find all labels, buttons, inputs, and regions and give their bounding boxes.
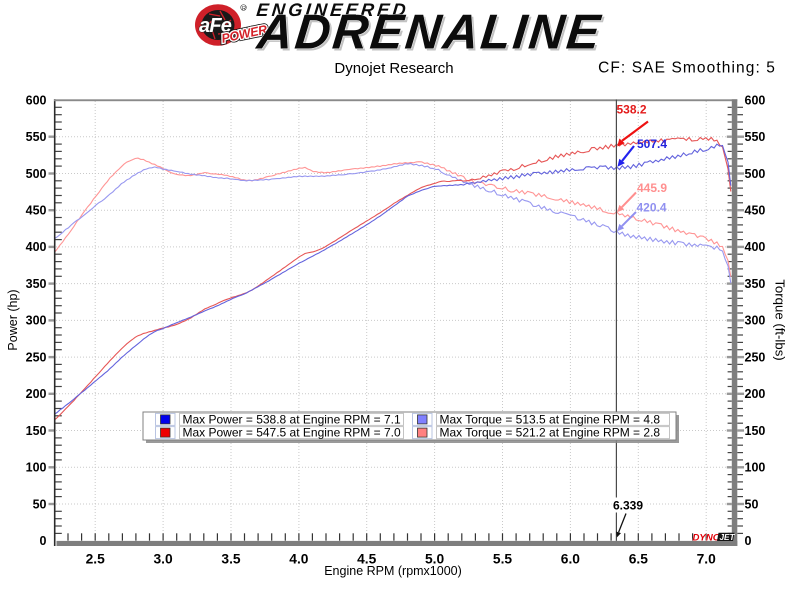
svg-text:300: 300 xyxy=(26,314,47,328)
svg-text:100: 100 xyxy=(26,461,47,475)
svg-text:Max Power = 538.8 at Engine RP: Max Power = 538.8 at Engine RPM = 7.1 xyxy=(183,412,401,426)
svg-text:4.5: 4.5 xyxy=(357,552,377,567)
svg-text:250: 250 xyxy=(745,350,766,364)
svg-text:JET: JET xyxy=(720,533,736,542)
svg-text:100: 100 xyxy=(745,461,766,475)
svg-text:400: 400 xyxy=(26,240,47,254)
svg-text:aFe: aFe xyxy=(199,15,232,37)
svg-text:50: 50 xyxy=(745,497,759,511)
svg-text:6.339: 6.339 xyxy=(613,499,643,513)
svg-text:350: 350 xyxy=(745,277,766,291)
svg-text:200: 200 xyxy=(745,387,766,401)
svg-text:550: 550 xyxy=(745,130,766,144)
svg-text:500: 500 xyxy=(26,167,47,181)
svg-text:ADRENALINE: ADRENALINE xyxy=(256,7,607,61)
svg-text:300: 300 xyxy=(745,314,766,328)
svg-text:5.5: 5.5 xyxy=(493,552,513,567)
svg-text:250: 250 xyxy=(26,350,47,364)
svg-text:DYNO: DYNO xyxy=(693,532,721,543)
svg-text:Torque (ft-lbs): Torque (ft-lbs) xyxy=(773,279,788,360)
svg-text:0: 0 xyxy=(745,534,752,548)
svg-text:350: 350 xyxy=(26,277,47,291)
svg-text:3.0: 3.0 xyxy=(154,552,174,567)
svg-text:R: R xyxy=(242,6,246,12)
svg-text:0: 0 xyxy=(40,534,47,548)
svg-text:Dynojet Research: Dynojet Research xyxy=(334,60,453,77)
svg-text:507.4: 507.4 xyxy=(637,137,667,151)
svg-text:538.2: 538.2 xyxy=(617,103,647,117)
svg-text:ENGINEERED: ENGINEERED xyxy=(256,0,411,20)
svg-text:Engine RPM (rpmx1000): Engine RPM (rpmx1000) xyxy=(324,564,462,578)
svg-text:550: 550 xyxy=(26,130,47,144)
svg-text:Power (hp): Power (hp) xyxy=(6,289,20,350)
svg-text:150: 150 xyxy=(745,424,766,438)
svg-text:6.0: 6.0 xyxy=(561,552,581,567)
svg-text:400: 400 xyxy=(745,240,766,254)
svg-text:ADRENALINE: ADRENALINE xyxy=(254,6,605,60)
svg-text:Max Power = 547.5 at Engine RP: Max Power = 547.5 at Engine RPM = 7.0 xyxy=(183,426,401,440)
svg-text:150: 150 xyxy=(26,424,47,438)
svg-text:6.5: 6.5 xyxy=(629,552,649,567)
svg-text:420.4: 420.4 xyxy=(637,201,667,215)
svg-text:Max Torque = 521.2 at Engine R: Max Torque = 521.2 at Engine RPM = 2.8 xyxy=(440,426,661,440)
svg-text:CF: SAE Smoothing: 5: CF: SAE Smoothing: 5 xyxy=(598,60,776,77)
svg-text:600: 600 xyxy=(26,93,47,107)
svg-text:445.9: 445.9 xyxy=(637,181,667,195)
svg-text:5.0: 5.0 xyxy=(425,552,445,567)
svg-text:4.0: 4.0 xyxy=(289,552,309,567)
svg-text:50: 50 xyxy=(33,497,47,511)
svg-text:Max Torque = 513.5 at Engine R: Max Torque = 513.5 at Engine RPM = 4.8 xyxy=(440,412,661,426)
svg-text:7.0: 7.0 xyxy=(697,552,717,567)
svg-text:450: 450 xyxy=(745,204,766,218)
svg-text:500: 500 xyxy=(745,167,766,181)
svg-text:2.5: 2.5 xyxy=(86,552,106,567)
svg-text:600: 600 xyxy=(745,93,766,107)
svg-text:3.5: 3.5 xyxy=(221,552,241,567)
svg-text:200: 200 xyxy=(26,387,47,401)
svg-text:450: 450 xyxy=(26,204,47,218)
